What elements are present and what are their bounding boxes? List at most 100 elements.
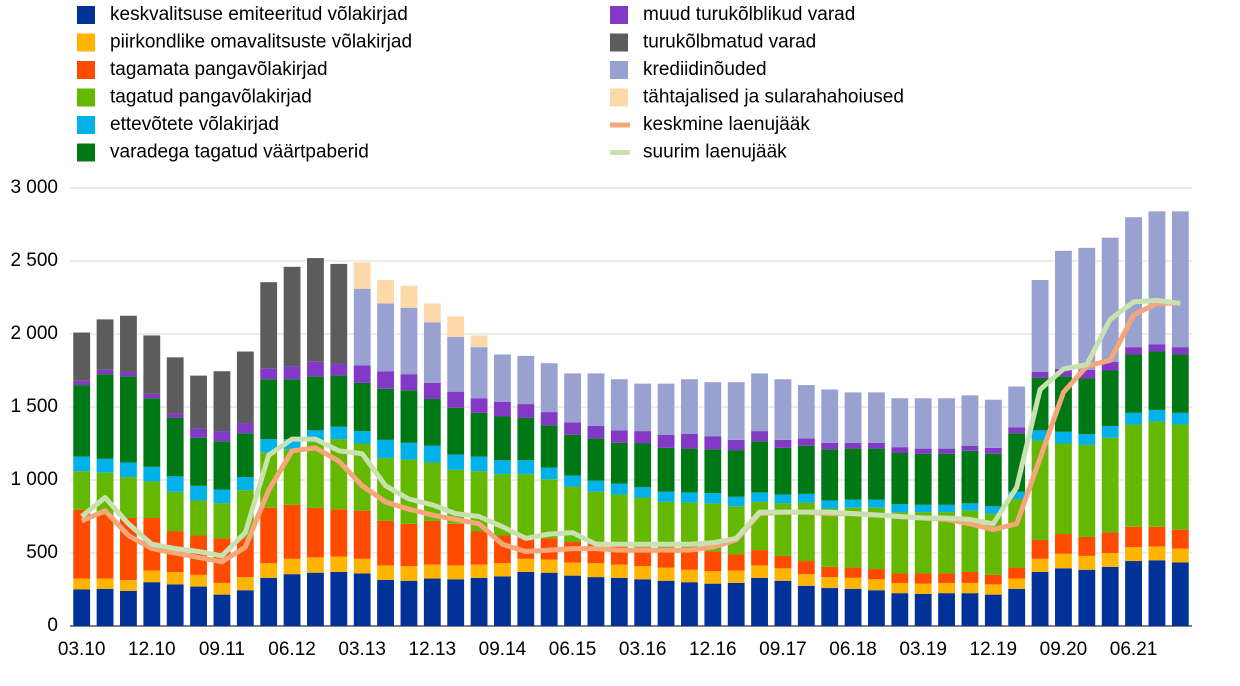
legend-marker [77,61,95,79]
bar-segment [96,374,114,459]
x-tick-label: 12.19 [970,639,1018,660]
bar-segment [821,508,839,567]
bar-segment [517,558,535,572]
bar-segment [73,332,91,381]
bar-segment [540,559,558,573]
bar-segment [610,442,628,484]
bar-segment [143,481,161,518]
bar-segment [353,558,371,574]
bar-segment [704,449,722,494]
bar-segment [540,479,558,539]
bar-segment [494,563,511,577]
bar-segment [938,398,955,449]
bar-segment [727,382,745,440]
bar-segment [634,383,652,432]
bar-segment [1148,344,1166,352]
bar-segment [120,477,137,518]
bar-segment [774,494,792,504]
legend-label: tagatud pangavõlakirjad [110,87,312,108]
bar-segment [494,576,511,626]
bar-segment [1008,588,1026,626]
bar-segment [657,567,675,581]
bar-segment [1171,211,1189,348]
bar-segment [610,564,628,578]
bar-segment [143,466,161,482]
bar-segment [657,434,675,448]
bar-segment [797,585,815,626]
bar-segment [517,355,535,405]
bar-segment [681,502,698,551]
bar-segment [307,557,324,573]
bar-segment [634,566,652,580]
x-tick-label: 06.12 [268,639,316,660]
bar-segment [470,412,488,457]
y-tick-label: 2 000 [10,323,58,344]
bar-segment [587,480,605,492]
bar-segment [891,512,909,574]
bar-segment [961,445,979,451]
legend-marker [77,33,95,52]
bar-segment [564,475,581,487]
bar-segment [1055,568,1072,626]
legend-label: tagamata pangavõlakirjad [110,59,328,80]
bar-segment [213,371,231,432]
bar-segment [423,564,441,579]
bar-segment [213,503,231,539]
bar-segment [914,448,932,454]
bar-segment [1148,560,1166,626]
bar-segment [914,583,932,594]
x-tick-label: 03.10 [58,639,106,660]
bar-segment [260,439,278,453]
bar-segment [938,593,955,626]
legend-marker [610,6,628,24]
bar-segment [657,383,675,435]
bar-segment [307,507,324,558]
y-tick-label: 1 500 [10,396,58,417]
bar-segment [423,398,441,446]
bar-segment [774,568,792,581]
bar-segment [984,506,1002,514]
bar-segment [143,398,161,467]
bar-segment [423,303,441,323]
bar-segment [447,523,465,566]
bar-segment [821,442,839,450]
bar-segment [143,570,161,583]
legend-label: piirkondlike omavalitsuste võlakirjad [110,32,412,53]
bar-segment [657,491,675,502]
bar-segment [1148,351,1166,410]
bar-segment [540,425,558,468]
bar-segment [657,501,675,549]
bar-segment [96,515,114,579]
x-tick-label: 09.11 [199,639,245,660]
legend-label: keskvalitsuse emiteeritud võlakirjad [110,4,408,25]
bar-segment [330,263,348,364]
bar-segment [1125,561,1142,626]
bar-segment [400,442,418,460]
bar-segment [1008,427,1026,434]
bar-segment [751,431,768,442]
bar-segment [540,572,558,626]
bar-segment [1031,539,1049,559]
bar-segment [213,582,231,595]
bar-segment [213,594,231,626]
bar-segment [844,499,862,508]
bar-segment [797,502,815,562]
bar-segment [423,578,441,626]
bar-segment [307,430,324,443]
bar-segment [751,550,768,566]
bar-segment [190,428,207,438]
bar-segment [797,445,815,494]
bar-segment [120,376,137,463]
bar-segment [657,548,675,568]
bar-segment [120,590,137,626]
bar-segment [447,391,465,408]
bar-segment [774,503,792,556]
bar-segment [377,580,394,626]
bar-segment [564,422,581,435]
bar-segment [984,447,1002,454]
x-tick-label: 03.13 [338,639,386,660]
bar-segment [681,582,698,626]
bar-segment [447,336,465,392]
bar-segment [353,365,371,383]
bar-segment [727,554,745,571]
